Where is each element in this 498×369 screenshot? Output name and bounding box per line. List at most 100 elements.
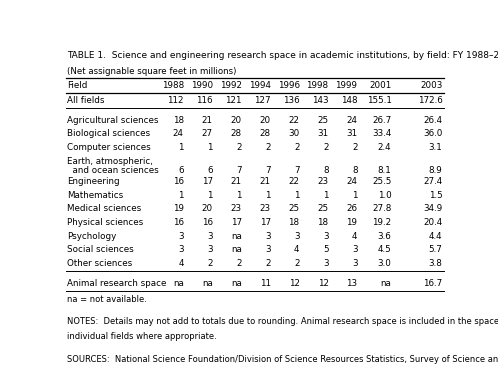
Text: 6: 6 (207, 166, 213, 175)
Text: 24: 24 (173, 129, 184, 138)
Text: 28: 28 (259, 129, 271, 138)
Text: 2: 2 (294, 259, 300, 268)
Text: 3.8: 3.8 (429, 259, 442, 268)
Text: Mathematics: Mathematics (67, 191, 123, 200)
Text: 22: 22 (289, 115, 300, 125)
Text: 1: 1 (323, 191, 329, 200)
Text: 1.0: 1.0 (377, 191, 391, 200)
Text: 21: 21 (231, 177, 242, 186)
Text: 1996: 1996 (277, 81, 300, 90)
Text: 121: 121 (225, 96, 242, 105)
Text: 13: 13 (347, 279, 358, 288)
Text: Agricultural sciences: Agricultural sciences (67, 115, 158, 125)
Text: 4.5: 4.5 (377, 245, 391, 254)
Text: 2: 2 (352, 143, 358, 152)
Text: na: na (202, 279, 213, 288)
Text: All fields: All fields (67, 96, 105, 105)
Text: 1992: 1992 (220, 81, 242, 90)
Text: 18: 18 (288, 218, 300, 227)
Text: 4: 4 (294, 245, 300, 254)
Text: 2003: 2003 (420, 81, 442, 90)
Text: 22: 22 (289, 177, 300, 186)
Text: Field: Field (67, 81, 87, 90)
Text: 19.2: 19.2 (373, 218, 391, 227)
Text: 2: 2 (236, 143, 242, 152)
Text: (Net assignable square feet in millions): (Net assignable square feet in millions) (67, 67, 236, 76)
Text: 1: 1 (178, 143, 184, 152)
Text: 3: 3 (207, 245, 213, 254)
Text: 148: 148 (341, 96, 358, 105)
Text: 8: 8 (323, 166, 329, 175)
Text: 2: 2 (323, 143, 329, 152)
Text: 1.5: 1.5 (429, 191, 442, 200)
Text: 16.7: 16.7 (423, 279, 442, 288)
Text: 1998: 1998 (306, 81, 329, 90)
Text: 27: 27 (202, 129, 213, 138)
Text: 25: 25 (317, 204, 329, 213)
Text: 1999: 1999 (336, 81, 358, 90)
Text: 20.4: 20.4 (423, 218, 442, 227)
Text: 8: 8 (352, 166, 358, 175)
Text: 3: 3 (352, 259, 358, 268)
Text: 17: 17 (202, 177, 213, 186)
Text: 33.4: 33.4 (372, 129, 391, 138)
Text: 1: 1 (207, 143, 213, 152)
Text: 18: 18 (317, 218, 329, 227)
Text: 26: 26 (347, 204, 358, 213)
Text: 3: 3 (323, 231, 329, 241)
Text: individual fields where appropriate.: individual fields where appropriate. (67, 332, 217, 341)
Text: 2.4: 2.4 (378, 143, 391, 152)
Text: Biological sciences: Biological sciences (67, 129, 150, 138)
Text: 21: 21 (202, 115, 213, 125)
Text: 4.4: 4.4 (429, 231, 442, 241)
Text: 7: 7 (294, 166, 300, 175)
Text: Animal research space: Animal research space (67, 279, 166, 288)
Text: 12: 12 (318, 279, 329, 288)
Text: 2001: 2001 (369, 81, 391, 90)
Text: 1: 1 (265, 191, 271, 200)
Text: 26.4: 26.4 (423, 115, 442, 125)
Text: 116: 116 (196, 96, 213, 105)
Text: and ocean sciences: and ocean sciences (67, 166, 159, 175)
Text: 1994: 1994 (249, 81, 271, 90)
Text: na: na (380, 279, 391, 288)
Text: 4: 4 (178, 259, 184, 268)
Text: 3: 3 (265, 231, 271, 241)
Text: 17: 17 (231, 218, 242, 227)
Text: 20: 20 (202, 204, 213, 213)
Text: 25: 25 (317, 115, 329, 125)
Text: 23: 23 (317, 177, 329, 186)
Text: SOURCES:  National Science Foundation/Division of Science Resources Statistics, : SOURCES: National Science Foundation/Div… (67, 355, 498, 364)
Text: 8.1: 8.1 (377, 166, 391, 175)
Text: 2: 2 (236, 259, 242, 268)
Text: 143: 143 (312, 96, 329, 105)
Text: 24: 24 (347, 115, 358, 125)
Text: Medical sciences: Medical sciences (67, 204, 141, 213)
Text: na: na (231, 231, 242, 241)
Text: 1990: 1990 (191, 81, 213, 90)
Text: 26.7: 26.7 (372, 115, 391, 125)
Text: 172.6: 172.6 (418, 96, 442, 105)
Text: 21: 21 (259, 177, 271, 186)
Text: 3: 3 (178, 245, 184, 254)
Text: 2: 2 (265, 259, 271, 268)
Text: 18: 18 (173, 115, 184, 125)
Text: na: na (173, 279, 184, 288)
Text: 23: 23 (231, 204, 242, 213)
Text: 155.1: 155.1 (367, 96, 391, 105)
Text: Social sciences: Social sciences (67, 245, 133, 254)
Text: 1: 1 (236, 191, 242, 200)
Text: 17: 17 (259, 218, 271, 227)
Text: na: na (231, 279, 242, 288)
Text: 28: 28 (231, 129, 242, 138)
Text: 12: 12 (289, 279, 300, 288)
Text: 1: 1 (352, 191, 358, 200)
Text: 5.7: 5.7 (429, 245, 442, 254)
Text: 4: 4 (352, 231, 358, 241)
Text: 7: 7 (236, 166, 242, 175)
Text: 2: 2 (207, 259, 213, 268)
Text: 11: 11 (259, 279, 271, 288)
Text: Engineering: Engineering (67, 177, 120, 186)
Text: 1: 1 (294, 191, 300, 200)
Text: 1: 1 (207, 191, 213, 200)
